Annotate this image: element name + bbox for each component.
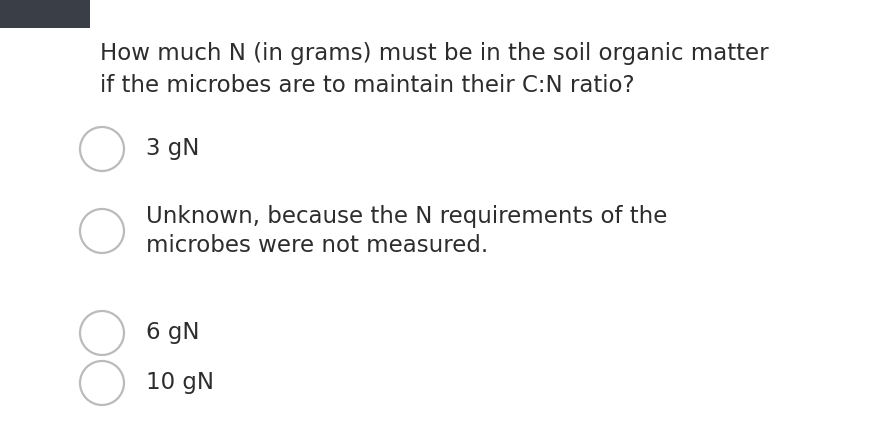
Bar <box>0 0 90 28</box>
Text: 3 gN: 3 gN <box>146 138 199 160</box>
Text: How much N (in grams) must be in the soil organic matter: How much N (in grams) must be in the soi… <box>100 42 769 65</box>
Text: Unknown, because the N requirements of the: Unknown, because the N requirements of t… <box>146 205 668 229</box>
Text: if the microbes are to maintain their C:N ratio?: if the microbes are to maintain their C:… <box>100 74 635 97</box>
Text: 6 gN: 6 gN <box>146 322 199 344</box>
Text: 10 gN: 10 gN <box>146 371 214 394</box>
Text: microbes were not measured.: microbes were not measured. <box>146 234 488 256</box>
